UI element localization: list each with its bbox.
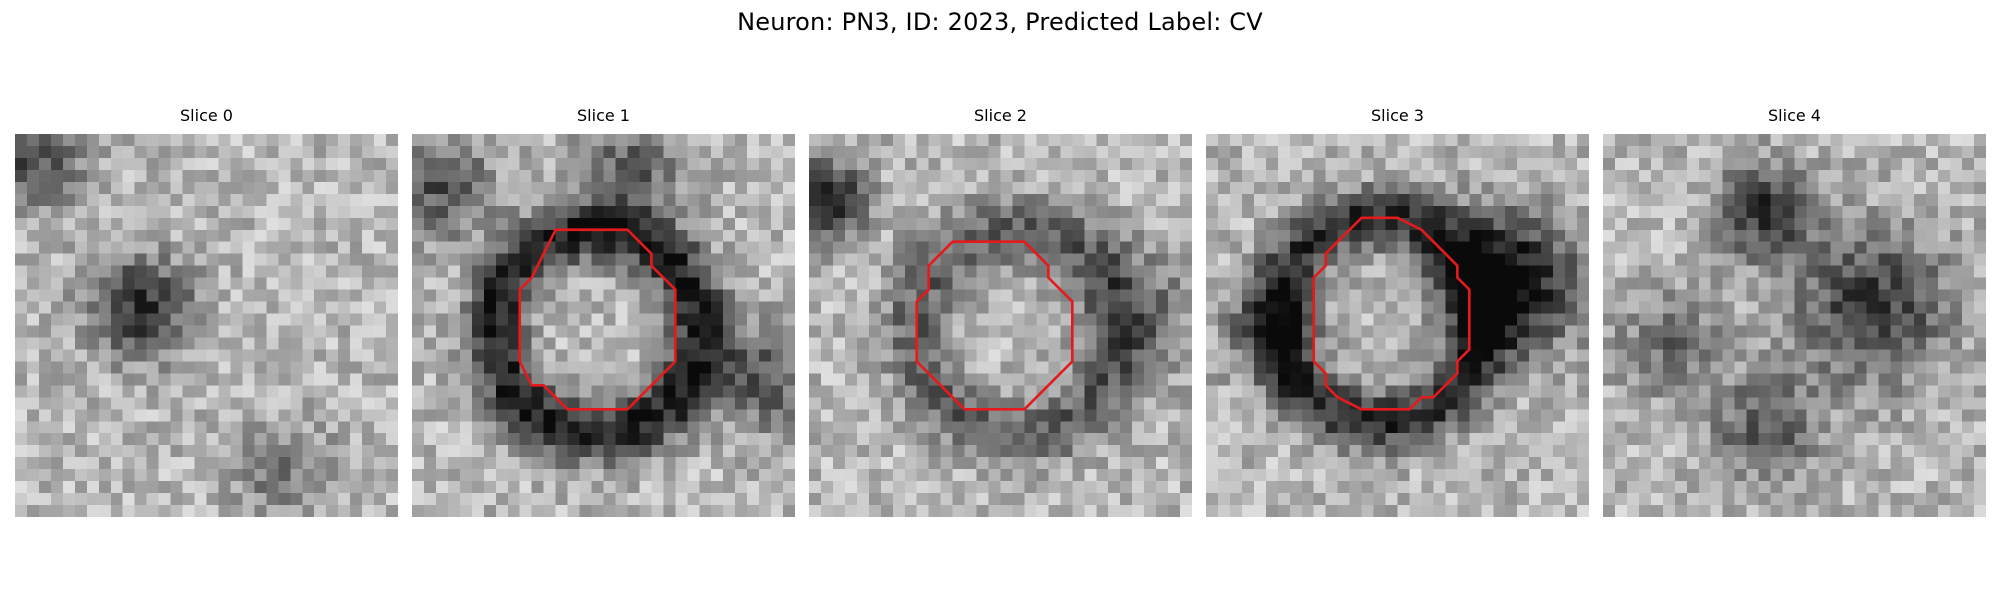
slice-panel-2: Slice 2: [809, 104, 1192, 517]
roi-outline-3: [1312, 216, 1471, 411]
slice-image-2: [809, 134, 1192, 517]
slice-title-3: Slice 3: [1371, 106, 1424, 125]
slice-panel-3: Slice 3: [1206, 104, 1589, 517]
slice-image-1: [412, 134, 795, 517]
roi-outline-2: [915, 240, 1074, 411]
slice-title-2: Slice 2: [974, 106, 1027, 125]
slice-panel-1: Slice 1: [412, 104, 795, 517]
slice-title-0: Slice 0: [180, 106, 233, 125]
slice-image-4: [1603, 134, 1986, 517]
slice-panel-0: Slice 0: [15, 104, 398, 517]
slice-title-1: Slice 1: [577, 106, 630, 125]
slice-panel-4: Slice 4: [1603, 104, 1986, 517]
roi-outline-1: [518, 228, 677, 411]
slice-image-3: [1206, 134, 1589, 517]
slice-image-0: [15, 134, 398, 517]
figure-title: Neuron: PN3, ID: 2023, Predicted Label: …: [737, 8, 1263, 36]
slice-title-4: Slice 4: [1768, 106, 1821, 125]
